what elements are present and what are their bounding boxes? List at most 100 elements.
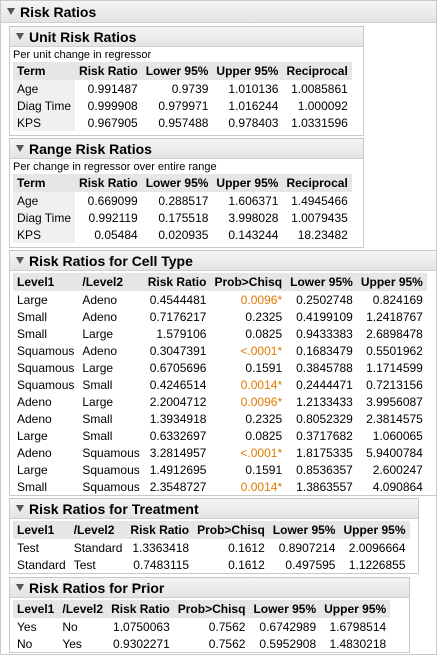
table-cell: 0.9739 [171, 81, 209, 96]
column-header[interactable]: /Level2 [69, 521, 127, 539]
table-cell: 0.7213156 [366, 377, 423, 392]
table-cell: No [62, 619, 78, 634]
table-cell: 0.497595 [285, 557, 336, 572]
treatment-table: Level1/Level2 Risk Ratio Prob>Chisq Lower 9… [13, 521, 410, 573]
table-cell: Squamous [17, 343, 75, 358]
column-header[interactable]: Lower 95% [141, 174, 213, 192]
prior-section: Risk Ratios for Prior Level1/Level2 Risk … [9, 577, 410, 653]
table-cell: 0.967905 [87, 115, 138, 130]
column-header[interactable]: Risk Ratio [126, 521, 194, 539]
table-cell: <.0001* [240, 445, 283, 460]
treatment-header[interactable]: Risk Ratios for Treatment [10, 499, 418, 519]
unit-risk-ratios-header[interactable]: Unit Risk Ratios [10, 27, 363, 47]
table-cell: 0.6705696 [149, 360, 207, 375]
table-cell: 3.9956087 [366, 394, 423, 409]
disclosure-triangle-icon[interactable] [16, 257, 24, 264]
cell-type-header[interactable]: Risk Ratios for Cell Type [10, 251, 436, 271]
table-cell: 0.0096* [240, 292, 283, 307]
risk-ratios-header[interactable]: Risk Ratios [1, 1, 436, 23]
table-cell: 0.4199109 [296, 309, 353, 324]
disclosure-triangle-icon[interactable] [16, 145, 24, 152]
column-header[interactable]: Reciprocal [282, 62, 352, 80]
column-header[interactable]: Upper 95% [212, 62, 283, 80]
table-row: Diag Time 0.999908 0.979971 1.016244 1.00009… [13, 97, 352, 114]
table-cell: 1.4912695 [149, 462, 207, 477]
table-row: Squamous Adeno 0.3047391 <.0001* 0.1683479 0.… [13, 342, 427, 359]
table-cell: 0.3845788 [296, 360, 353, 375]
column-header[interactable]: Upper 95% [339, 521, 410, 539]
table-cell: Large [82, 326, 114, 341]
column-header[interactable]: Level1 [13, 521, 70, 539]
column-header[interactable]: Risk Ratio [143, 273, 211, 291]
table-cell: Squamous [17, 377, 75, 392]
table-row: Small Adeno 0.7176217 0.2325 0.4199109 1.2418… [13, 308, 427, 325]
prior-header[interactable]: Risk Ratios for Prior [10, 578, 409, 598]
table-cell: 3.2814957 [149, 445, 207, 460]
table-cell: 1.000092 [297, 98, 348, 113]
table-cell: 1.0079435 [291, 210, 348, 225]
table-cell: 1.016244 [228, 98, 279, 113]
disclosure-triangle-icon[interactable] [16, 505, 24, 512]
table-row: Adeno Large 2.2004712 0.0096* 1.2133433 3.995… [13, 393, 427, 410]
table-cell: 0.0096* [240, 394, 283, 409]
table-cell: Small [17, 326, 48, 341]
table-row: Test Standard 1.3363418 0.1612 0.8907214 2.00… [13, 539, 410, 556]
table-cell: 5.9400784 [366, 445, 423, 460]
column-header[interactable]: Reciprocal [282, 174, 352, 192]
table-cell: Adeno [82, 309, 118, 324]
table-cell: Small [82, 377, 113, 392]
table-cell: Large [17, 428, 48, 443]
treatment-section: Risk Ratios for Treatment Level1/Level2 R… [9, 498, 419, 574]
table-cell: 1.3934918 [149, 411, 207, 426]
table-cell: 0.6742989 [259, 619, 317, 634]
column-header[interactable]: Level1 [13, 600, 59, 618]
section-title: Unit Risk Ratios [29, 28, 137, 45]
cell-type-section: Risk Ratios for Cell Type Level1/Level2 R… [9, 250, 437, 496]
column-header[interactable]: Upper 95% [212, 174, 283, 192]
table-cell: 1.3863557 [296, 479, 353, 494]
column-header[interactable]: Prob>Chisq [210, 273, 287, 291]
column-header[interactable]: Lower 95% [286, 273, 357, 291]
table-row: Squamous Large 0.6705696 0.1591 0.3845788 1.1… [13, 359, 427, 376]
table-cell: 0.669099 [87, 193, 138, 208]
table-cell: 0.824169 [372, 292, 423, 307]
table-cell: 0.0825 [245, 428, 283, 443]
column-header[interactable]: Term [13, 174, 76, 192]
table-row: KPS 0.967905 0.957488 0.978403 1.0331596 [13, 114, 352, 131]
report-title: Risk Ratios [20, 3, 97, 20]
table-cell: No [17, 636, 33, 651]
column-header[interactable]: Risk Ratio [75, 174, 142, 192]
table-cell: Diag Time [13, 97, 76, 114]
table-cell: 0.6332697 [149, 428, 207, 443]
table-cell: 0.9302271 [113, 636, 170, 651]
column-header[interactable]: Upper 95% [356, 273, 427, 291]
column-header[interactable]: Term [13, 62, 76, 80]
column-header[interactable]: Lower 95% [268, 521, 340, 539]
table-cell: 0.1612 [228, 540, 265, 555]
unit-risk-ratios-section: Unit Risk Ratios Per unit change in regr… [9, 26, 364, 136]
column-header[interactable]: Risk Ratio [107, 600, 174, 618]
table-row: Small Large 1.579106 0.0825 0.9433383 2.68984… [13, 325, 427, 342]
disclosure-triangle-icon[interactable] [16, 584, 24, 591]
column-header[interactable]: /Level2 [78, 273, 144, 291]
column-header[interactable]: Risk Ratio [75, 62, 142, 80]
table-cell: 0.5952908 [259, 636, 317, 651]
table-cell: 0.1591 [245, 462, 283, 477]
table-cell: 0.8907214 [278, 540, 336, 555]
column-header[interactable]: Upper 95% [320, 600, 391, 618]
table-cell: 2.3548727 [149, 479, 207, 494]
table-cell: 0.0825 [245, 326, 283, 341]
table-cell: 0.7562 [208, 636, 246, 651]
column-header[interactable]: /Level2 [58, 600, 108, 618]
column-header[interactable]: Lower 95% [141, 62, 213, 80]
column-header[interactable]: Prob>Chisq [173, 600, 250, 618]
table-cell: 0.7176217 [149, 309, 207, 324]
table-cell: 0.992119 [88, 210, 138, 225]
column-header[interactable]: Prob>Chisq [193, 521, 269, 539]
disclosure-triangle-icon[interactable] [16, 33, 24, 40]
disclosure-triangle-icon[interactable] [7, 8, 15, 15]
range-risk-ratios-header[interactable]: Range Risk Ratios [10, 139, 363, 159]
table-cell: 0.7483115 [133, 557, 190, 572]
column-header[interactable]: Lower 95% [249, 600, 321, 618]
column-header[interactable]: Level1 [13, 273, 79, 291]
